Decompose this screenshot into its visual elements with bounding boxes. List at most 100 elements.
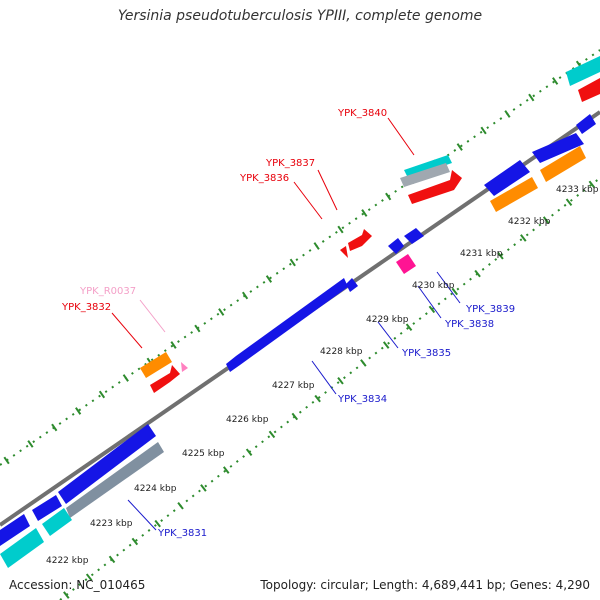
gene-feature-right-orange-2[interactable] — [540, 146, 586, 182]
gene-feature-3836[interactable] — [340, 246, 348, 258]
gene-label-3831[interactable]: YPK_3831 — [157, 528, 207, 539]
inner-tick-mark — [291, 412, 299, 421]
tick-label-4223: 4223 kbp — [90, 519, 133, 529]
gene-label-3839[interactable]: YPK_3839 — [465, 304, 515, 315]
inner-tick-mark — [154, 519, 161, 528]
gene-feature-3840-grey[interactable] — [400, 163, 450, 187]
gene-feature-3831-blue[interactable] — [58, 424, 156, 504]
inner-tick-mark — [405, 323, 413, 331]
label-leaders — [111, 117, 461, 531]
gene-feature-3835[interactable] — [388, 238, 404, 254]
outer-tick-mark — [27, 440, 34, 448]
gene-feature-3831-grey[interactable] — [66, 442, 164, 518]
inner-tick-guide — [59, 177, 600, 600]
inner-tick-mark — [497, 252, 504, 260]
gene-feature-right-1[interactable] — [484, 160, 530, 196]
gene-feature-top-red[interactable] — [578, 78, 600, 102]
tick-label-4233: 4233 kbp — [556, 185, 599, 195]
gene-feature-bottom-blue-2[interactable] — [32, 495, 62, 521]
gene-feature-3832[interactable] — [150, 365, 180, 393]
inner-tick-mark — [200, 484, 207, 492]
accession-label: Accession: NC_010465 — [9, 578, 146, 592]
gene-feature-right-2[interactable] — [532, 133, 584, 163]
outer-tick-mark — [528, 93, 535, 102]
gene-feature-3834-tail[interactable] — [346, 278, 358, 292]
tick-label-4231: 4231 kbp — [460, 249, 503, 259]
major-ticks — [3, 60, 596, 599]
gene-label-3836[interactable]: YPK_3836 — [239, 173, 289, 184]
outer-tick-mark — [218, 308, 225, 316]
outer-tick-mark — [170, 341, 177, 349]
outer-tick-mark — [51, 423, 58, 432]
gene-feature-3832-orange[interactable] — [140, 352, 172, 378]
outer-tick-mark — [456, 143, 463, 151]
gene-feature-r0037[interactable] — [181, 362, 188, 372]
inner-tick-mark — [451, 287, 459, 296]
outer-tick-mark — [361, 209, 368, 217]
outer-tick-mark — [265, 275, 273, 283]
gene-feature-3839[interactable] — [404, 228, 424, 244]
gene-label-3832[interactable]: YPK_3832 — [61, 302, 111, 313]
gene-label-3840[interactable]: YPK_3840 — [337, 108, 387, 119]
gene-label-3834[interactable]: YPK_3834 — [337, 394, 387, 405]
gene-label-3837[interactable]: YPK_3837 — [265, 158, 315, 169]
outer-tick-mark — [552, 77, 559, 85]
outer-tick-mark — [289, 258, 296, 267]
inner-tick-mark — [177, 502, 184, 510]
outer-tick-mark — [3, 456, 10, 465]
tick-label-4230: 4230 kbp — [412, 281, 455, 291]
tick-label-4226: 4226 kbp — [226, 415, 269, 425]
gene-label-r0037[interactable]: YPK_R0037 — [79, 286, 136, 297]
gene-feature-3838[interactable] — [396, 254, 416, 274]
inner-tick-mark — [268, 430, 276, 439]
gene-feature-bottom-cyan-2[interactable] — [42, 508, 72, 536]
gene-labels: YPK_3840 YPK_3837 YPK_3836 YPK_R0037 YPK… — [61, 108, 515, 539]
inner-tick-mark — [360, 359, 367, 367]
gene-features — [0, 56, 600, 568]
tick-label-4228: 4228 kbp — [320, 347, 363, 357]
tick-label-4224: 4224 kbp — [134, 484, 177, 494]
outer-tick-mark — [241, 291, 249, 300]
inner-tick-mark — [63, 591, 70, 599]
tick-label-4225: 4225 kbp — [182, 449, 225, 459]
inner-tick-mark — [245, 448, 253, 456]
gene-feature-3837[interactable] — [348, 229, 372, 251]
outer-tick-mark — [194, 324, 201, 333]
gene-feature-right-orange-1[interactable] — [490, 177, 538, 212]
inner-tick-mark — [337, 377, 344, 385]
outer-tick-guide — [0, 49, 600, 466]
gene-label-3835[interactable]: YPK_3835 — [401, 348, 451, 359]
tick-label-4232: 4232 kbp — [508, 217, 551, 227]
tick-label-4222: 4222 kbp — [46, 556, 89, 566]
outer-tick-mark — [385, 192, 392, 201]
gene-feature-3840[interactable] — [408, 170, 462, 204]
inner-tick-mark — [428, 305, 436, 314]
gene-label-3838[interactable]: YPK_3838 — [444, 319, 494, 330]
gene-feature-3834[interactable] — [226, 278, 348, 372]
map-title: Yersinia pseudotuberculosis YPIII, compl… — [117, 8, 483, 24]
outer-tick-mark — [504, 110, 511, 118]
outer-tick-mark — [313, 242, 320, 250]
outer-tick-mark — [480, 126, 487, 135]
inner-tick-mark — [542, 216, 550, 224]
gene-feature-bottom-blue-1[interactable] — [0, 514, 30, 546]
tick-label-4227: 4227 kbp — [272, 381, 315, 391]
gene-feature-right-3[interactable] — [576, 114, 596, 134]
tick-labels: 4222 kbp 4223 kbp 4224 kbp 4225 kbp 4226… — [46, 185, 599, 566]
inner-tick-mark — [108, 555, 116, 564]
inner-tick-mark — [314, 394, 321, 403]
inner-tick-mark — [474, 269, 481, 278]
genome-summary: Topology: circular; Length: 4,689,441 bp… — [260, 578, 590, 592]
inner-tick-mark — [85, 573, 93, 581]
outer-tick-mark — [75, 407, 82, 415]
gene-feature-3840-cyan[interactable] — [404, 155, 452, 178]
gene-feature-top-cyan[interactable] — [566, 56, 600, 86]
tick-label-4229: 4229 kbp — [366, 315, 409, 325]
inner-tick-mark — [382, 341, 390, 349]
outer-tick-mark — [98, 390, 106, 399]
outer-tick-mark — [337, 225, 344, 234]
inner-tick-mark — [131, 537, 139, 546]
gene-feature-bottom-cyan-1[interactable] — [0, 528, 44, 568]
